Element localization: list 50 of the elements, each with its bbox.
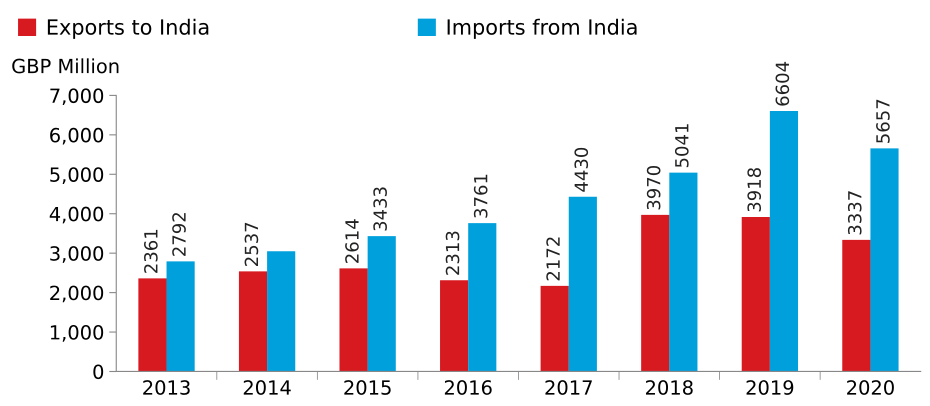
x-tick-label: 2019 — [746, 380, 794, 395]
bar — [641, 214, 670, 372]
x-tick-label: 2020 — [847, 380, 894, 395]
y-tick-label: 2,000 — [50, 286, 104, 302]
bar — [870, 148, 899, 372]
data-label: 2537 — [244, 222, 258, 266]
data-label: 2172 — [546, 238, 560, 280]
y-tick-label: 6,000 — [50, 128, 104, 144]
data-label: 4430 — [574, 148, 588, 192]
bar — [368, 236, 396, 372]
legend-label: Exports to India — [48, 18, 208, 39]
legend-label: Imports from India — [448, 18, 637, 39]
data-label: 6604 — [776, 62, 790, 106]
data-label: 3337 — [848, 191, 862, 234]
data-label: 5657 — [876, 100, 890, 143]
bar — [468, 223, 496, 372]
bar — [540, 286, 569, 372]
data-label: 3433 — [373, 187, 387, 231]
bar — [166, 261, 195, 372]
data-label: 3918 — [747, 168, 762, 212]
data-label: 3761 — [474, 174, 488, 218]
y-tick-label: 1,000 — [50, 325, 104, 342]
x-tick-label: 2016 — [444, 380, 492, 395]
bar — [568, 196, 597, 372]
x-tick-label: 2013 — [143, 380, 190, 395]
bar — [742, 216, 770, 372]
x-tick-label: 2014 — [244, 380, 291, 395]
y-tick-label: 0 — [93, 364, 104, 380]
bar — [440, 280, 468, 372]
data-label: 2361 — [144, 230, 158, 273]
y-tick-label: 5,000 — [50, 167, 104, 184]
bar — [238, 271, 268, 372]
y-tick-label: 4,000 — [50, 206, 104, 224]
x-tick-label: 2015 — [344, 380, 391, 395]
data-label: 2313 — [446, 232, 460, 275]
y-axis-title: GBP Million — [12, 58, 118, 74]
bar — [339, 268, 368, 372]
y-tick-label: 3,000 — [50, 246, 104, 263]
data-label: 2792 — [172, 213, 186, 256]
bar — [770, 111, 798, 372]
y-tick-label: 7,000 — [50, 88, 104, 106]
data-label: 3970 — [646, 166, 660, 210]
data-label: 2614 — [345, 219, 359, 263]
bar — [138, 278, 167, 372]
bar — [842, 240, 870, 372]
bar — [267, 251, 296, 372]
x-tick-label: 2018 — [646, 380, 693, 395]
data-label: 5041 — [674, 124, 689, 168]
x-tick-label: 2017 — [545, 380, 592, 395]
bar — [669, 172, 698, 372]
